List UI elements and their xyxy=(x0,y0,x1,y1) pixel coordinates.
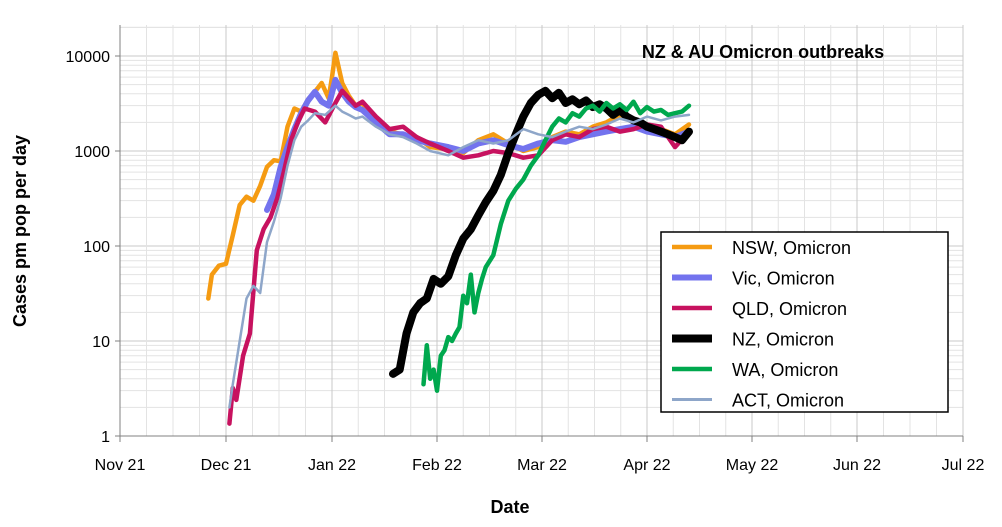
x-tick-label: Apr 22 xyxy=(623,457,670,474)
legend: NSW, Omicron Vic, Omicron QLD, Omicron NZ, … xyxy=(660,231,949,413)
x-tick-label: Nov 21 xyxy=(95,457,146,474)
legend-label: NSW, Omicron xyxy=(732,238,851,258)
y-tick-label: 1000 xyxy=(74,144,110,161)
y-tick-label: 100 xyxy=(83,239,110,256)
series-line-nz xyxy=(389,86,693,378)
legend-label: ACT, Omicron xyxy=(732,391,844,411)
x-tick-label: Mar 22 xyxy=(517,457,567,474)
y-tick-label: 1 xyxy=(101,429,110,446)
series-line-act xyxy=(228,104,691,409)
y-axis-title: Cases pm pop per day xyxy=(10,135,30,327)
axes: 1 10 100 1000 10000 Nov 21 Dec 21 Jan 22 Feb 22 M… xyxy=(66,25,985,474)
legend-label: NZ, Omicron xyxy=(732,330,834,350)
legend-box xyxy=(660,231,949,413)
legend-label: WA, Omicron xyxy=(732,360,838,380)
series-layer xyxy=(206,50,693,426)
x-tick-label: May 22 xyxy=(726,457,779,474)
chart-title: NZ & AU Omicron outbreaks xyxy=(642,42,884,62)
x-tick-label: Dec 21 xyxy=(201,457,252,474)
x-tick-label: Jan 22 xyxy=(308,457,356,474)
x-tick-label: Feb 22 xyxy=(412,457,462,474)
y-tick-label: 10000 xyxy=(66,49,111,66)
x-tick-label: Jun 22 xyxy=(833,457,881,474)
x-tick-label: Jul 22 xyxy=(942,457,985,474)
x-axis-title: Date xyxy=(490,497,529,517)
y-tick-label: 10 xyxy=(92,334,110,351)
legend-label: Vic, Omicron xyxy=(732,269,835,289)
legend-label: QLD, Omicron xyxy=(732,299,847,319)
series-line-wa xyxy=(421,99,692,393)
